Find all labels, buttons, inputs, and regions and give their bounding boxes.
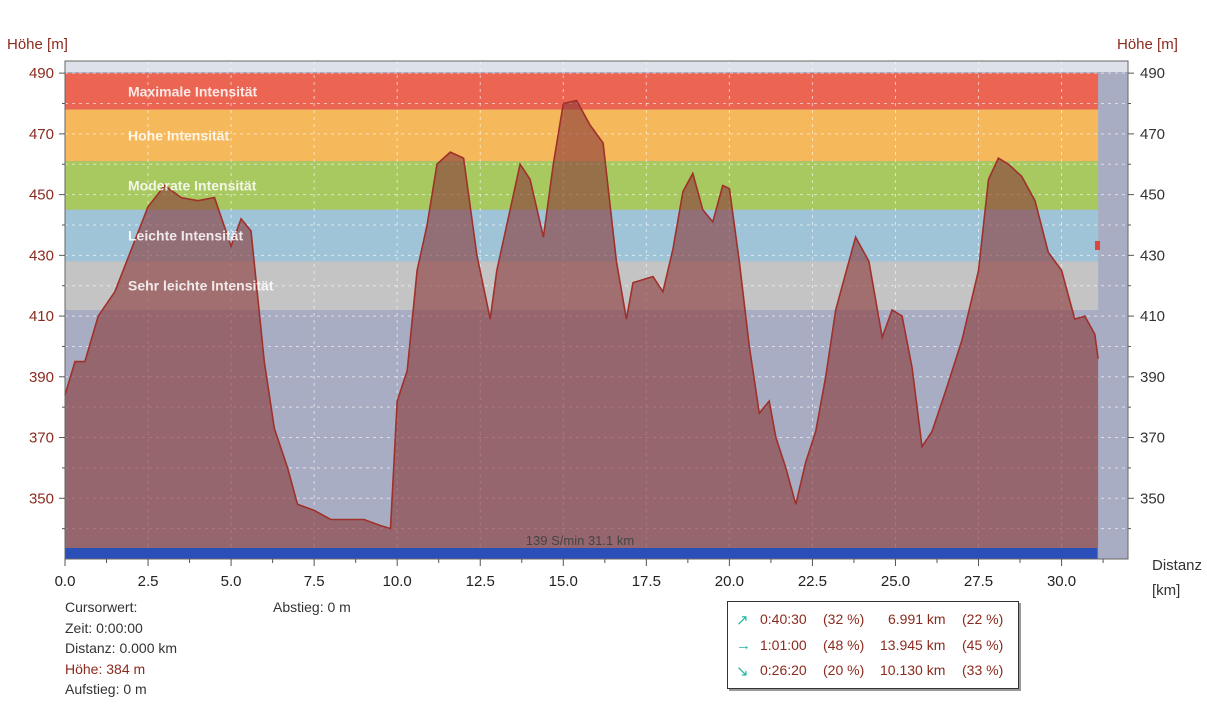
x-tick-label: 25.0: [881, 573, 910, 590]
intensity-zone-label: Leichte Intensität: [128, 228, 243, 244]
x-tick-label: 27.5: [964, 573, 993, 590]
y-tick-label-right: 470: [1140, 126, 1165, 143]
summary-time: 0:26:20: [760, 662, 807, 678]
cursor-annotation: 139 S/min 31.1 km: [526, 533, 634, 548]
y-tick-label-left: 490: [29, 65, 54, 82]
arrow-down-right-icon: ↘: [736, 663, 749, 680]
arrow-right-icon: →: [736, 637, 751, 654]
x-tick-label: 12.5: [466, 573, 495, 590]
x-tick-label: 0.0: [55, 573, 76, 590]
y-tick-label-right: 450: [1140, 187, 1165, 204]
summary-distance-pct: (22 %): [962, 611, 1004, 627]
summary-time-pct: (48 %): [823, 637, 865, 653]
y-tick-label-right: 390: [1140, 369, 1165, 386]
summary-time-pct: (32 %): [823, 611, 865, 627]
y-axis-left: 350 370 390 410 430 450 470 490: [29, 65, 65, 530]
summary-distance: 13.945 km: [880, 637, 946, 653]
x-tick-label: 15.0: [549, 573, 578, 590]
summary-distance: 10.130 km: [880, 662, 946, 678]
cursor-distance: Distanz: 0.000 km: [65, 640, 178, 656]
intensity-zone-label: Hohe Intensität: [128, 127, 229, 143]
y-tick-label-left: 370: [29, 430, 54, 447]
x-tick-label: 10.0: [383, 573, 412, 590]
intensity-zone: [65, 73, 1099, 110]
x-tick-label: 5.0: [221, 573, 242, 590]
right-axis-title: Höhe [m]: [1117, 36, 1178, 53]
left-axis-title: Höhe [m]: [7, 36, 68, 53]
distance-track-bar: [65, 548, 1097, 559]
summary-distance-pct: (45 %): [962, 637, 1004, 653]
cursor-time: Zeit: 0:00:00: [65, 620, 143, 636]
plot-frame: [64, 60, 1129, 560]
x-tick-label: 7.5: [304, 573, 325, 590]
summary-time: 0:40:30: [760, 611, 807, 627]
y-tick-label-left: 430: [29, 247, 54, 264]
elevation-area-fill: [65, 100, 1099, 559]
x-axis-unit: [km]: [1152, 582, 1181, 599]
y-tick-label-right: 350: [1140, 490, 1165, 507]
cursor-heading: Cursorwert:: [65, 599, 138, 615]
y-tick-label-left: 470: [29, 126, 54, 143]
plot-top-band: [65, 61, 1128, 72]
intensity-zone-labels: Maximale Intensität Hohe Intensität Modera…: [128, 83, 274, 293]
intensity-zone-label: Maximale Intensität: [128, 83, 257, 99]
cursor-descent: Abstieg: 0 m: [273, 599, 351, 615]
x-tick-label: 17.5: [632, 573, 661, 590]
summary-distance: 6.991 km: [888, 611, 946, 627]
y-tick-label-right: 410: [1140, 308, 1165, 325]
y-tick-label-right: 370: [1140, 430, 1165, 447]
summary-time-pct: (20 %): [823, 662, 865, 678]
x-tick-label: 22.5: [798, 573, 827, 590]
y-tick-label-left: 450: [29, 187, 54, 204]
y-tick-label-left: 350: [29, 490, 54, 507]
y-tick-label-right: 430: [1140, 247, 1165, 264]
arrow-up-right-icon: ↗: [736, 612, 749, 629]
cursor-ascent: Aufstieg: 0 m: [65, 681, 147, 697]
y-tick-label-right: 490: [1140, 65, 1165, 82]
y-axis-right: 350 370 390 410 430 450 470 490: [1128, 65, 1165, 530]
x-axis: 0.0 2.5 5.0 7.5 10.0 12.5 15.0 17.5 20.0 22.5 25.0…: [55, 559, 1104, 590]
x-axis-title: Distanz: [1152, 557, 1203, 574]
x-tick-label: 20.0: [715, 573, 744, 590]
x-tick-label: 2.5: [138, 573, 159, 590]
gradient-summary-box: ↗ 0:40:30 (32 %) 6.991 km (22 %) → 1:01:…: [727, 601, 1019, 689]
y-tick-label-left: 410: [29, 308, 54, 325]
elevation-series-line: [64, 99, 1099, 530]
elevation-chart[interactable]: Maximale Intensität Hohe Intensität Modera…: [0, 0, 1207, 600]
x-tick-label: 30.0: [1047, 573, 1076, 590]
elevation-area: [64, 99, 1099, 559]
summary-distance-pct: (33 %): [962, 662, 1004, 678]
intensity-zone-label: Sehr leichte Intensität: [128, 278, 274, 294]
y-tick-label-left: 390: [29, 369, 54, 386]
summary-time: 1:01:00: [760, 637, 807, 653]
cursor-elevation: Höhe: 384 m: [65, 661, 146, 677]
end-marker: [1095, 241, 1100, 250]
intensity-zone-label: Moderate Intensität: [128, 178, 257, 194]
